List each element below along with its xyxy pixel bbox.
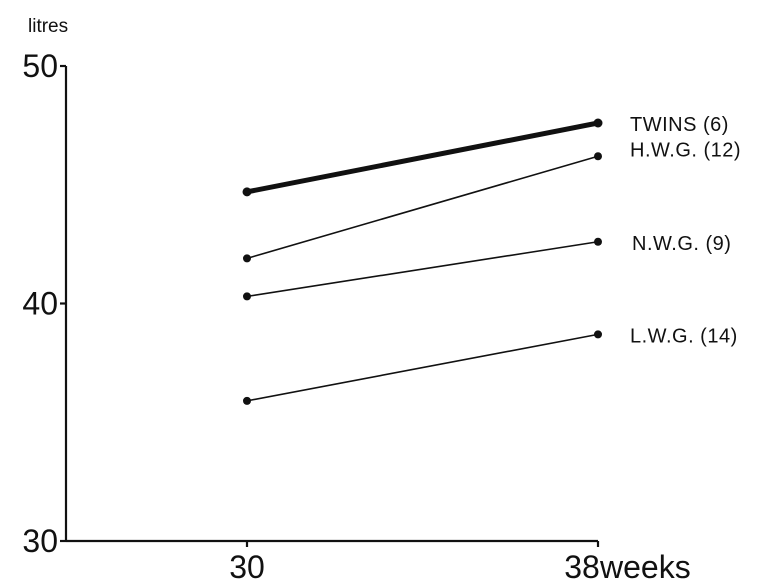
series-group: TWINS (6) H.W.G. (12) N.W.G. (9) L.W.G. (14… xyxy=(242,114,741,405)
data-point-twins-6-30 xyxy=(242,187,252,197)
x-tick-label-38: 38 xyxy=(564,549,600,582)
data-point-h-w-g-12-38 xyxy=(594,152,602,161)
data-point-n-w-g-9-38 xyxy=(594,237,602,246)
data-point-h-w-g-12-30 xyxy=(243,254,251,263)
y-tick-label-40: 40 xyxy=(22,286,58,322)
x-tick-label-30: 30 xyxy=(229,549,265,582)
series-label-l-w-g-14: L.W.G. (14) xyxy=(630,325,738,347)
series-line-twins-6 xyxy=(244,120,601,195)
series-line-h-w-g-12 xyxy=(246,155,599,260)
axis-ticks: 30 40 50 30 38 xyxy=(22,48,599,582)
data-point-twins-6-38 xyxy=(593,118,603,128)
series-label-h-w-g-12: H.W.G. (12) xyxy=(630,139,741,161)
series-line-n-w-g-9 xyxy=(246,240,599,298)
y-axis-unit-label: litres xyxy=(28,16,68,37)
series-label-n-w-g-9: N.W.G. (9) xyxy=(632,233,731,255)
y-tick-label-30: 30 xyxy=(22,523,58,559)
data-point-n-w-g-9-30 xyxy=(243,292,251,301)
y-tick-label-50: 50 xyxy=(22,48,58,84)
series-label-twins-6: TWINS (6) xyxy=(630,114,729,136)
series-line-l-w-g-14 xyxy=(246,333,599,402)
data-point-l-w-g-14-30 xyxy=(243,396,251,405)
data-point-l-w-g-14-38 xyxy=(594,330,602,339)
x-axis-unit-label: weeks xyxy=(599,549,691,582)
